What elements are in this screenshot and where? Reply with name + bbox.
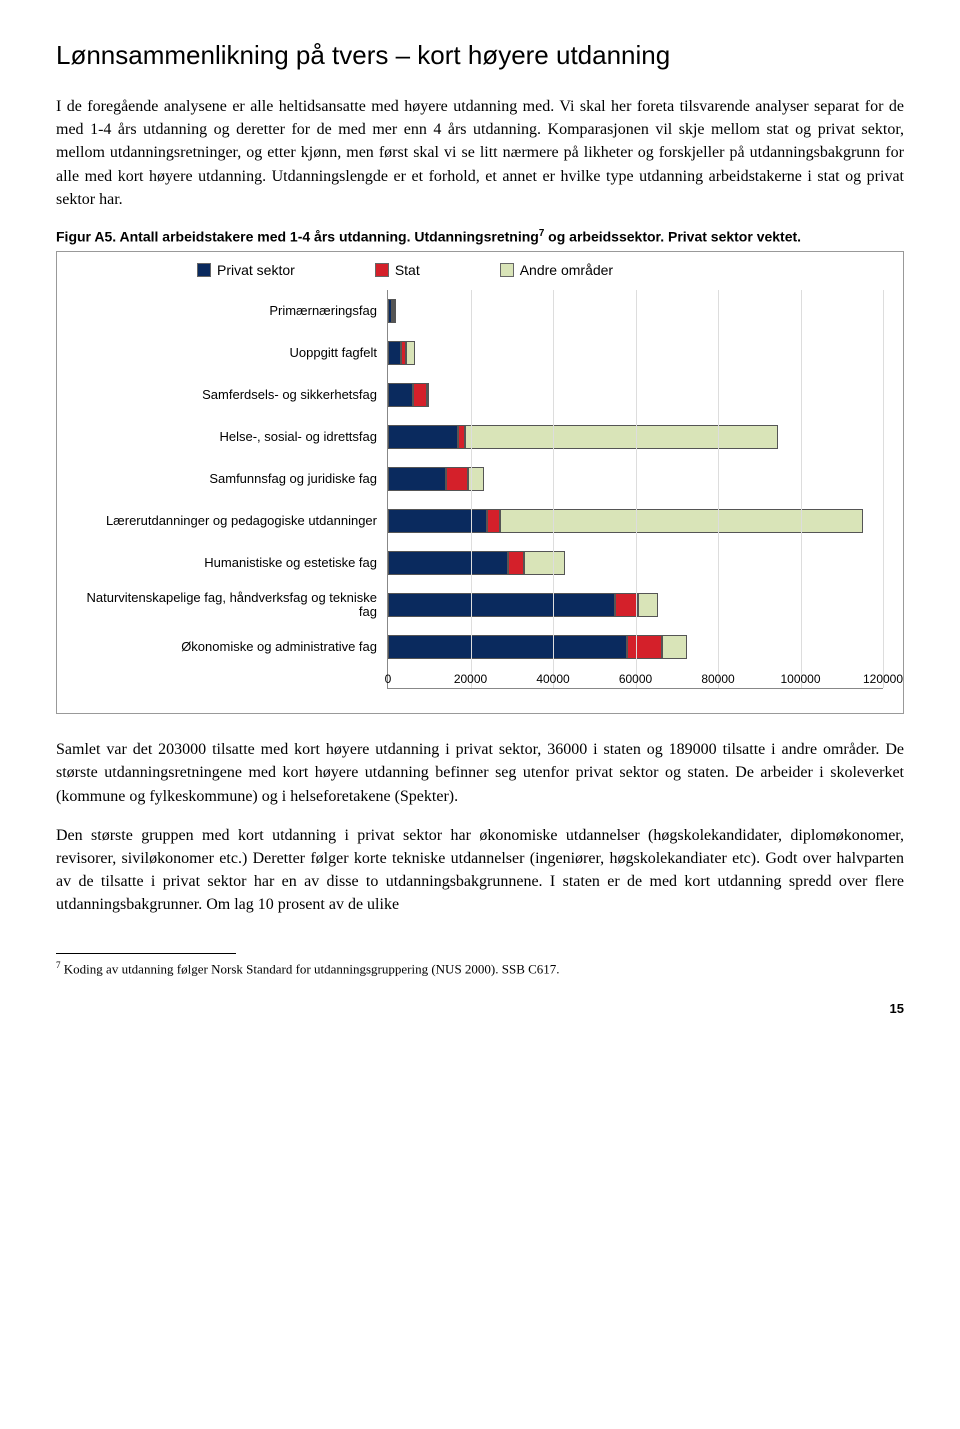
chart-container: Privat sektor Stat Andre områder Primærn… bbox=[56, 251, 904, 714]
footnote-rule bbox=[56, 953, 236, 954]
bar-segment-andre bbox=[468, 467, 484, 491]
legend-andre: Andre områder bbox=[500, 262, 613, 278]
bar-row bbox=[388, 290, 883, 332]
swatch-stat bbox=[375, 263, 389, 277]
x-tick-label: 40000 bbox=[536, 672, 569, 686]
swatch-privat bbox=[197, 263, 211, 277]
x-axis-ticks: 020000400006000080000100000120000 bbox=[388, 668, 883, 688]
category-label: Humanistiske og estetiske fag bbox=[77, 542, 387, 584]
x-tick-label: 0 bbox=[385, 672, 392, 686]
category-label: Samfunnsfag og juridiske fag bbox=[77, 458, 387, 500]
bar-segment-stat bbox=[413, 383, 427, 407]
bar-row bbox=[388, 332, 883, 374]
legend-label: Stat bbox=[395, 262, 420, 278]
swatch-andre bbox=[500, 263, 514, 277]
bar-segment-andre bbox=[638, 593, 659, 617]
category-label: Lærerutdanninger og pedagogiske utdannin… bbox=[77, 500, 387, 542]
category-label: Økonomiske og administrative fag bbox=[77, 626, 387, 668]
paragraph-summary-2: Den største gruppen med kort utdanning i… bbox=[56, 824, 904, 917]
bar-row bbox=[388, 416, 883, 458]
paragraph-summary-1: Samlet var det 203000 tilsatte med kort … bbox=[56, 738, 904, 808]
legend-label: Privat sektor bbox=[217, 262, 295, 278]
x-tick-label: 80000 bbox=[701, 672, 734, 686]
bar-segment-andre bbox=[427, 383, 429, 407]
category-label: Uoppgitt fagfelt bbox=[77, 332, 387, 374]
bar-segment-stat bbox=[627, 635, 662, 659]
legend-label: Andre områder bbox=[520, 262, 613, 278]
bar-segment-privat bbox=[388, 341, 401, 365]
bar-row bbox=[388, 542, 883, 584]
bar-row bbox=[388, 584, 883, 626]
x-tick-label: 120000 bbox=[863, 672, 903, 686]
paragraph-intro: I de foregående analysene er alle heltid… bbox=[56, 95, 904, 211]
bar-segment-privat bbox=[388, 593, 615, 617]
bar-segment-andre bbox=[662, 635, 687, 659]
bar-segment-andre bbox=[394, 299, 396, 323]
bar-row bbox=[388, 458, 883, 500]
bar-row bbox=[388, 374, 883, 416]
bar-row bbox=[388, 626, 883, 668]
x-tick-label: 100000 bbox=[780, 672, 820, 686]
category-label: Helse-, sosial- og idrettsfag bbox=[77, 416, 387, 458]
bar-segment-privat bbox=[388, 383, 413, 407]
bar-segment-privat bbox=[388, 635, 627, 659]
bar-segment-privat bbox=[388, 509, 487, 533]
page-heading: Lønnsammenlikning på tvers – kort høyere… bbox=[56, 40, 904, 71]
bar-segment-andre bbox=[465, 425, 779, 449]
category-label: Samferdsels- og sikkerhetsfag bbox=[77, 374, 387, 416]
chart-legend: Privat sektor Stat Andre områder bbox=[77, 262, 883, 278]
bar-segment-stat bbox=[508, 551, 525, 575]
legend-privat: Privat sektor bbox=[197, 262, 295, 278]
plot-area: 020000400006000080000100000120000 bbox=[387, 290, 883, 689]
bar-segment-andre bbox=[524, 551, 565, 575]
y-axis-labels: PrimærnæringsfagUoppgitt fagfeltSamferds… bbox=[77, 290, 387, 689]
bar-segment-andre bbox=[500, 509, 863, 533]
bar-segment-privat bbox=[388, 425, 458, 449]
bar-segment-andre bbox=[406, 341, 415, 365]
category-label: Naturvitenskapelige fag, håndverksfag og… bbox=[77, 584, 387, 626]
footnote: 7 Koding av utdanning følger Norsk Stand… bbox=[56, 953, 904, 977]
bar-segment-privat bbox=[388, 551, 508, 575]
bar-segment-stat bbox=[615, 593, 638, 617]
page-number: 15 bbox=[56, 1001, 904, 1016]
category-label: Primærnæringsfag bbox=[77, 290, 387, 332]
figure-caption: Figur A5. Antall arbeidstakere med 1-4 å… bbox=[56, 227, 904, 247]
x-tick-label: 60000 bbox=[619, 672, 652, 686]
bar-row bbox=[388, 500, 883, 542]
bar-segment-stat bbox=[458, 425, 465, 449]
bar-segment-stat bbox=[446, 467, 469, 491]
bar-segment-stat bbox=[487, 509, 500, 533]
x-tick-label: 20000 bbox=[454, 672, 487, 686]
bar-segment-privat bbox=[388, 467, 446, 491]
legend-stat: Stat bbox=[375, 262, 420, 278]
